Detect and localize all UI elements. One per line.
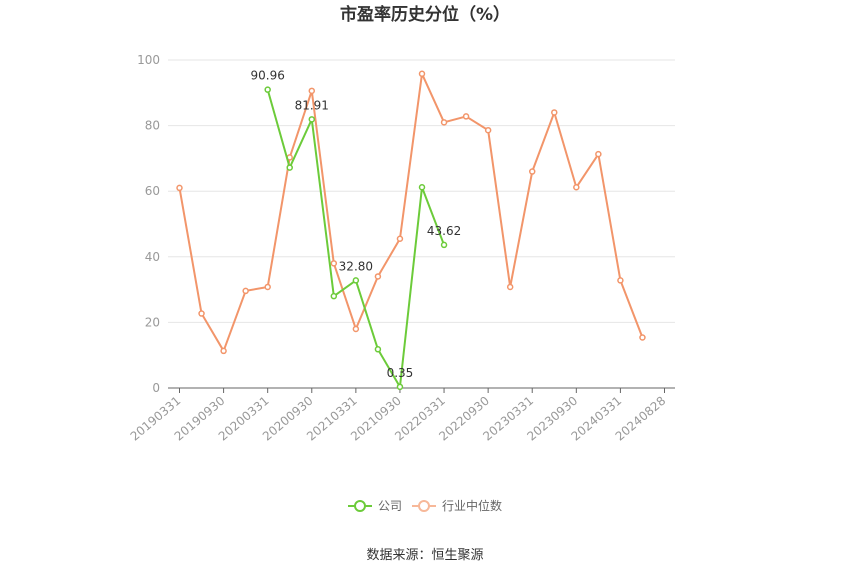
y-axis-ticks: 0 20 40 60 80 100 (137, 53, 160, 395)
data-point[interactable] (396, 383, 404, 391)
x-axis: 2019033120190930202003312020093020210331… (128, 387, 675, 444)
data-point[interactable] (462, 113, 470, 120)
data-point[interactable] (595, 150, 602, 158)
data-labels: 90.96 81.91 32.80 0.35 43.62 (251, 69, 462, 380)
series-line (266, 89, 445, 388)
legend[interactable]: 公司 行业中位数 (348, 498, 502, 513)
y-tick-label: 40 (145, 250, 160, 264)
data-point[interactable] (418, 70, 426, 78)
data-point[interactable] (484, 126, 492, 134)
data-point[interactable] (330, 292, 338, 300)
legend-marker (418, 500, 430, 512)
data-point[interactable] (551, 109, 558, 116)
series-line (178, 72, 644, 352)
legend-marker (354, 500, 366, 512)
data-point[interactable] (286, 164, 293, 171)
data-point[interactable] (440, 241, 448, 249)
y-tick-label: 100 (137, 53, 160, 67)
data-point[interactable] (639, 334, 646, 341)
legend-item-industry-median[interactable]: 行业中位数 (412, 498, 502, 513)
data-label: 43.62 (427, 224, 461, 238)
y-tick-label: 80 (145, 119, 160, 133)
legend-item-company[interactable]: 公司 (348, 499, 402, 513)
data-point[interactable] (440, 119, 448, 126)
data-point[interactable] (198, 310, 205, 317)
data-point[interactable] (330, 260, 338, 267)
data-point[interactable] (308, 116, 316, 123)
data-point[interactable] (374, 346, 382, 353)
data-point[interactable] (506, 283, 514, 291)
series-group (176, 70, 646, 391)
series-company (264, 86, 448, 391)
data-label: 81.91 (295, 98, 329, 112)
data-label: 90.96 (251, 69, 285, 83)
data-point[interactable] (418, 184, 426, 191)
data-point[interactable] (528, 168, 536, 175)
data-point[interactable] (396, 235, 404, 243)
data-point[interactable] (617, 277, 624, 284)
y-tick-label: 60 (145, 184, 160, 198)
series-industry-median (176, 70, 646, 355)
data-point[interactable] (264, 283, 271, 291)
y-tick-label: 0 (152, 381, 160, 395)
data-point[interactable] (573, 184, 580, 191)
data-point[interactable] (264, 86, 271, 93)
data-point[interactable] (308, 87, 316, 95)
legend-label: 公司 (378, 499, 402, 513)
data-point[interactable] (242, 287, 249, 295)
y-tick-label: 20 (145, 315, 160, 329)
legend-label: 行业中位数 (442, 498, 502, 513)
data-label: 32.80 (339, 259, 373, 273)
chart-title: 市盈率历史分位（%） (340, 4, 510, 25)
data-point[interactable] (352, 277, 360, 284)
data-point[interactable] (374, 273, 382, 280)
data-label: 0.35 (387, 366, 414, 380)
data-point[interactable] (220, 347, 227, 355)
source-text: 数据来源：恒生聚源 (366, 548, 483, 563)
data-point[interactable] (352, 325, 360, 333)
data-point[interactable] (176, 184, 183, 192)
